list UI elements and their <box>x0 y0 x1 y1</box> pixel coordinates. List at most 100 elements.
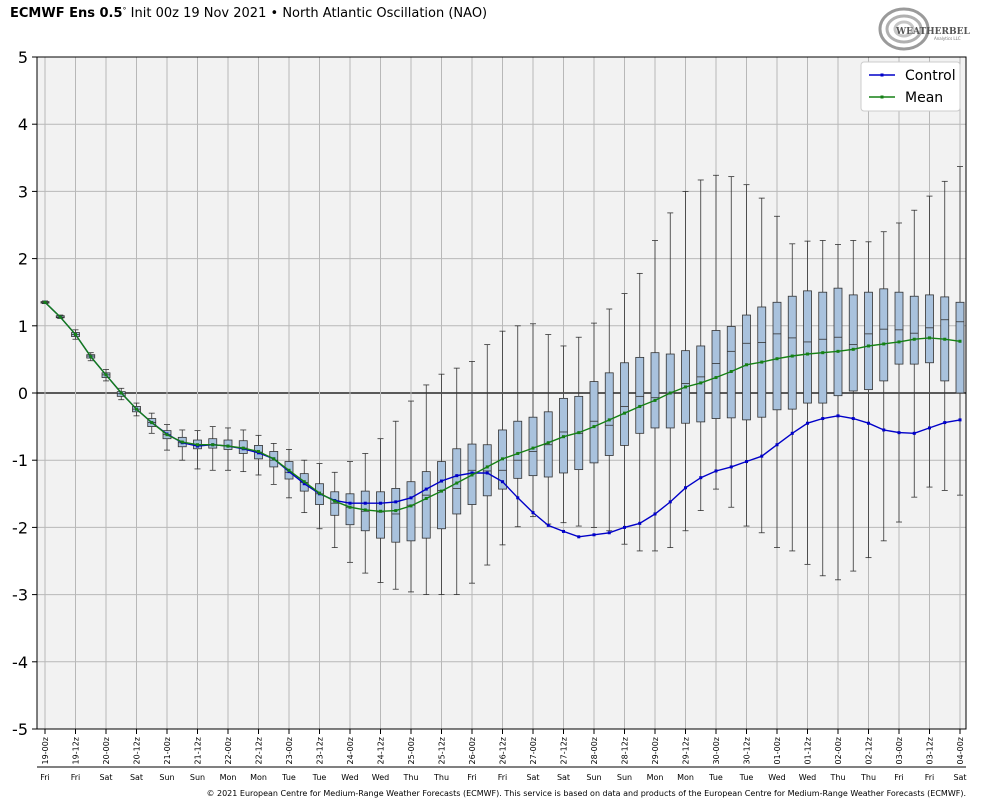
x-day-label: Fri <box>467 773 477 782</box>
x-day-label: Wed <box>341 773 358 782</box>
mean-point <box>623 411 626 415</box>
x-tick-label: 25-12z <box>438 737 447 764</box>
y-tick-label: 5 <box>18 48 28 67</box>
x-tick-label: 30-12z <box>743 737 752 764</box>
iqr-box <box>650 352 660 429</box>
box-16 <box>284 449 294 499</box>
x-day-label: Mon <box>250 773 267 782</box>
iqr-box <box>376 491 385 539</box>
iqr-box <box>894 291 904 365</box>
iqr-box <box>726 326 736 419</box>
control-point <box>74 333 77 337</box>
mean-point <box>348 505 352 509</box>
iqr-box <box>803 290 812 404</box>
iqr-box <box>467 443 477 505</box>
iqr-box <box>818 291 828 404</box>
x-day-label: Wed <box>768 773 785 782</box>
x-tick-label: 25-00z <box>407 737 416 764</box>
mean-point <box>714 376 718 380</box>
box-29 <box>482 344 492 566</box>
mean-point <box>928 336 931 340</box>
box-15 <box>269 442 279 485</box>
chart-header: ECMWF Ens 0.5° Init 00z 19 Nov 2021 • No… <box>10 6 487 21</box>
x-tick-label: 30-00z <box>712 737 721 764</box>
x-day-label: Sun <box>190 773 205 782</box>
x-day-label: Fri <box>71 773 81 782</box>
mean-point <box>516 451 520 455</box>
control-point <box>470 471 474 475</box>
x-day-label: Sun <box>617 773 632 782</box>
mean-point <box>379 509 382 513</box>
iqr-box <box>757 306 767 418</box>
y-tick-label: 1 <box>18 317 28 336</box>
iqr-box <box>543 411 553 478</box>
box-5 <box>116 387 126 401</box>
box-23 <box>391 420 401 590</box>
control-point <box>775 443 779 447</box>
x-tick-label: 29-00z <box>651 737 660 764</box>
iqr-box <box>437 461 446 530</box>
iqr-box <box>620 362 629 446</box>
control-point <box>760 454 764 458</box>
control-point <box>348 501 352 505</box>
box-40 <box>650 240 660 552</box>
mean-point <box>958 339 962 343</box>
control-point <box>119 391 123 395</box>
gridlines <box>37 56 966 730</box>
box-19 <box>330 471 340 548</box>
mean-point <box>226 444 230 448</box>
iqr-box <box>299 473 309 492</box>
mean-point <box>836 349 840 353</box>
box-26 <box>437 373 446 595</box>
iqr-box <box>86 354 96 359</box>
x-day-label: Sat <box>526 773 539 782</box>
x-axis: 19-00z Fri 19-12z Fri 20-00z Sat 20-12z Sat 21-0… <box>37 729 967 782</box>
mean-point <box>257 449 260 453</box>
model-name: ECMWF Ens 0.5 <box>10 6 123 21</box>
y-tick-label: -3 <box>12 586 28 605</box>
iqr-box <box>315 483 324 505</box>
control-point <box>180 441 184 445</box>
mean-point <box>150 421 154 425</box>
iqr-box <box>71 332 80 337</box>
x-tick-label: 02-00z <box>834 737 843 764</box>
mean-point <box>821 351 825 355</box>
iqr-box <box>177 436 187 448</box>
control-point <box>668 500 672 504</box>
control-point <box>440 479 443 483</box>
box-11 <box>208 426 218 471</box>
x-day-label: Sat <box>130 773 143 782</box>
x-day-label: Sun <box>159 773 174 782</box>
x-tick-label: 20-00z <box>102 737 111 764</box>
iqr-box <box>559 397 568 474</box>
control-point <box>699 476 703 480</box>
x-day-label: Wed <box>372 773 389 782</box>
iqr-box <box>193 439 202 450</box>
x-day-label: Thu <box>402 773 418 782</box>
box-41 <box>665 212 675 548</box>
iqr-box <box>452 448 462 515</box>
x-tick-label: 23-00z <box>285 737 294 764</box>
series-lines <box>43 300 962 539</box>
mean-point <box>89 355 93 359</box>
mean-point <box>882 342 886 346</box>
iqr-box <box>772 301 782 411</box>
mean-point <box>912 337 916 341</box>
mean-line <box>44 301 961 513</box>
plot-background <box>37 57 966 729</box>
iqr-box <box>116 391 126 397</box>
box-36 <box>589 322 599 528</box>
control-point <box>104 373 108 377</box>
control-point <box>928 426 931 430</box>
iqr-box <box>482 444 492 497</box>
x-tick-label: 20-12z <box>133 737 142 764</box>
box-24 <box>406 400 416 593</box>
mean-point <box>760 360 764 364</box>
control-point <box>211 443 215 447</box>
mean-point <box>104 373 108 377</box>
iqr-box <box>711 330 721 419</box>
mean-point <box>409 504 413 508</box>
x-tick-label: 24-00z <box>346 737 355 764</box>
mean-point <box>501 457 504 461</box>
